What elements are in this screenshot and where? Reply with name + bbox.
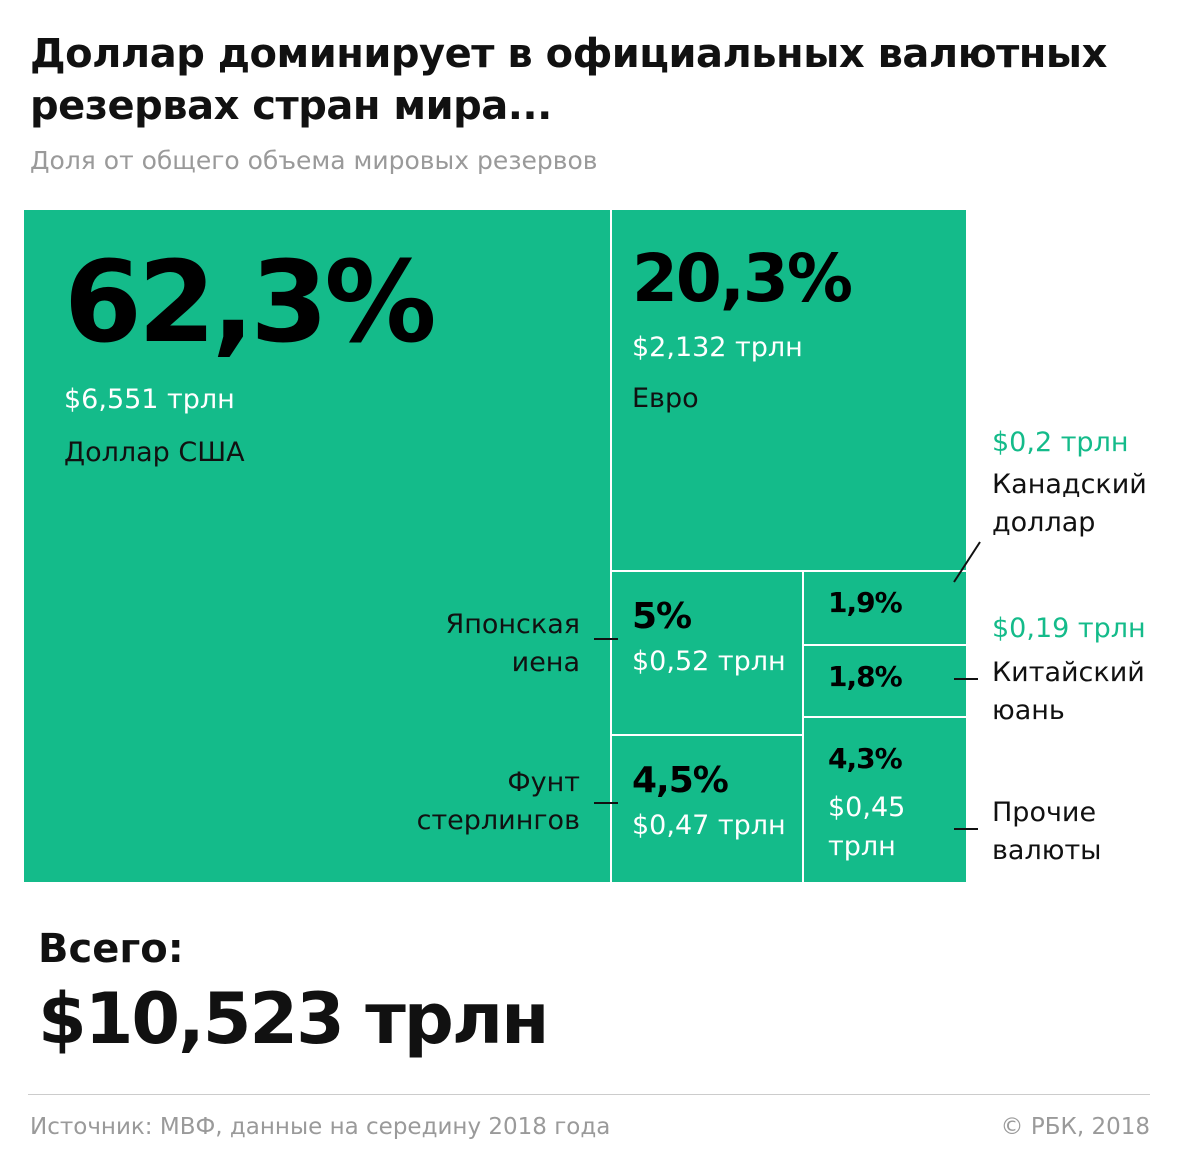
jpy-value: $0,52 трлн bbox=[632, 646, 786, 677]
cell-cny: 1,8% bbox=[804, 646, 966, 716]
cad-name: Канадский доллар bbox=[992, 469, 1147, 538]
cell-jpy: 5% $0,52 трлн bbox=[612, 572, 802, 734]
cell-other: 4,3% $0,45 трлн bbox=[804, 718, 966, 882]
jpy-pct: 5% bbox=[632, 596, 692, 637]
cad-value: $0,2 трлн bbox=[992, 427, 1129, 458]
cell-gbp: 4,5% $0,47 трлн bbox=[612, 736, 802, 882]
source-note: Источник: МВФ, данные на середину 2018 г… bbox=[30, 1114, 611, 1140]
cny-leader-line bbox=[954, 678, 978, 680]
eur-value: $2,132 трлн bbox=[632, 332, 803, 363]
footer-divider bbox=[28, 1094, 1150, 1095]
cad-pct: 1,9% bbox=[828, 586, 903, 619]
chart-title: Доллар доминирует в официальных валютных… bbox=[30, 31, 1107, 129]
other-value: $0,45 трлн bbox=[828, 792, 906, 862]
cny-pct: 1,8% bbox=[828, 660, 903, 693]
total-value: $10,523 трлн bbox=[38, 978, 550, 1060]
gbp-name: Фунт стерлингов bbox=[416, 767, 580, 836]
total-label: Всего: bbox=[38, 926, 184, 972]
cell-cad: 1,9% bbox=[804, 572, 966, 644]
cad-leader-line bbox=[953, 541, 981, 583]
jpy-name: Японская иена bbox=[445, 609, 580, 678]
jpy-leader-line bbox=[594, 638, 618, 640]
usd-value: $6,551 трлн bbox=[64, 384, 235, 415]
gbp-pct: 4,5% bbox=[632, 760, 729, 801]
cell-usd: 62,3% $6,551 трлн Доллар США bbox=[24, 210, 610, 882]
usd-pct: 62,3% bbox=[64, 238, 437, 368]
usd-name: Доллар США bbox=[64, 437, 245, 468]
eur-name: Евро bbox=[632, 383, 699, 414]
chart-subtitle: Доля от общего объема мировых резервов bbox=[30, 146, 598, 175]
other-name: Прочие валюты bbox=[992, 797, 1102, 866]
cell-eur: 20,3% $2,132 трлн Евро bbox=[612, 210, 966, 570]
other-pct: 4,3% bbox=[828, 742, 903, 775]
cny-value: $0,19 трлн bbox=[992, 613, 1146, 644]
copyright: © РБК, 2018 bbox=[1000, 1114, 1150, 1140]
gbp-value: $0,47 трлн bbox=[632, 810, 786, 841]
other-leader-line bbox=[954, 828, 978, 830]
cny-name: Китайский юань bbox=[992, 657, 1145, 726]
eur-pct: 20,3% bbox=[632, 240, 853, 317]
gbp-leader-line bbox=[594, 802, 618, 804]
